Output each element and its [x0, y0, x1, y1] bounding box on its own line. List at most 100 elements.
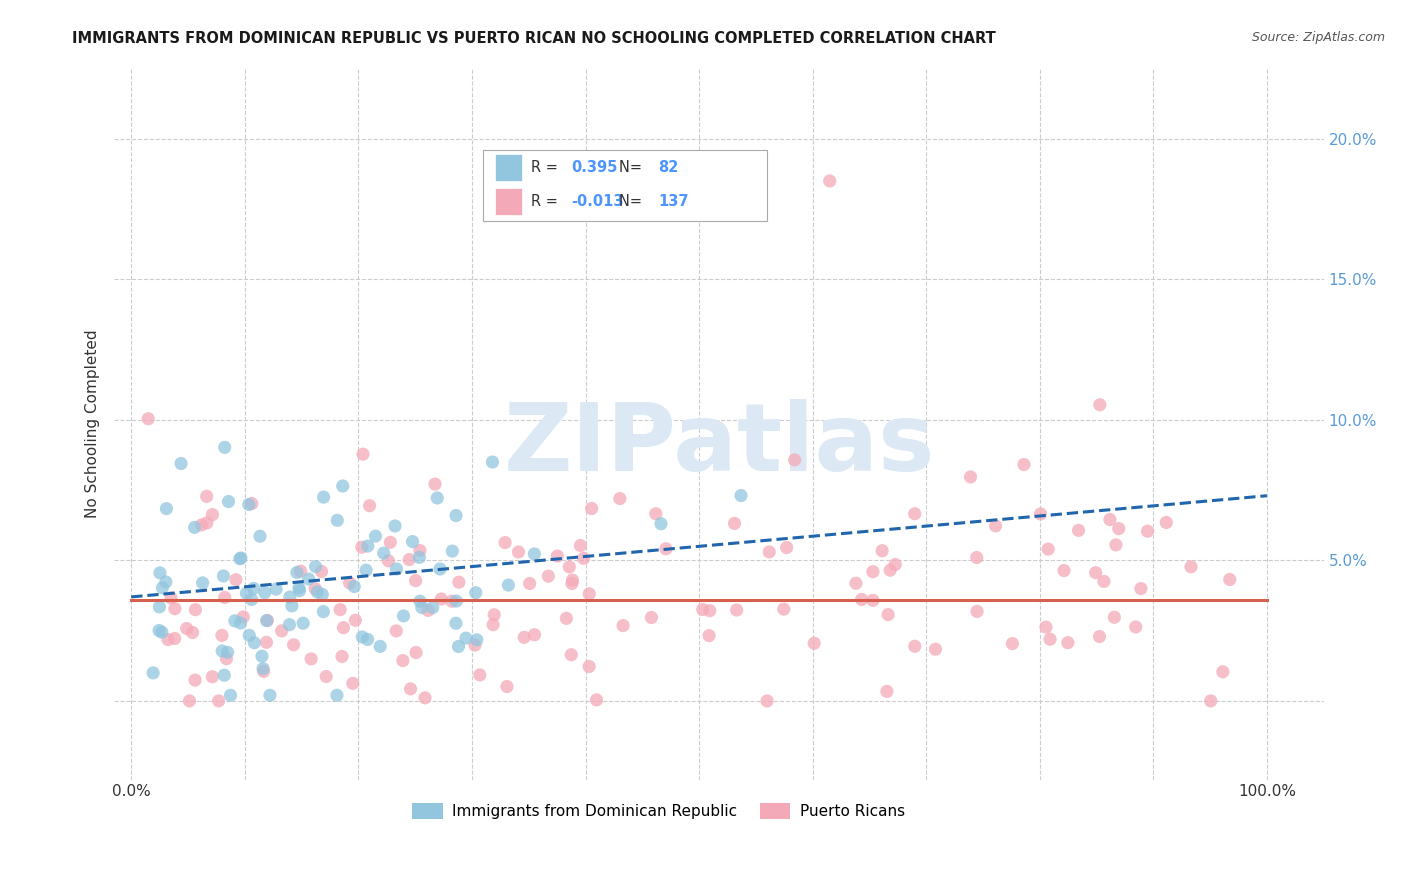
Point — [484, 607, 506, 622]
Point — [311, 587, 333, 601]
Point — [879, 563, 901, 577]
Point — [352, 630, 374, 644]
Point — [1029, 507, 1052, 521]
Point — [1199, 694, 1222, 708]
Point — [242, 582, 264, 596]
Point — [725, 603, 748, 617]
Point — [1088, 398, 1111, 412]
Point — [572, 551, 595, 566]
Point — [418, 603, 440, 617]
Point — [447, 575, 470, 590]
Text: N=: N= — [619, 194, 647, 209]
Point — [398, 552, 420, 566]
Point — [561, 576, 583, 591]
Point — [558, 560, 581, 574]
Point — [304, 559, 326, 574]
Point — [229, 551, 252, 566]
Point — [411, 600, 433, 615]
Point — [304, 582, 326, 596]
Point — [256, 614, 278, 628]
Point — [299, 652, 322, 666]
Point — [877, 607, 900, 622]
Point — [326, 513, 349, 527]
Point — [655, 541, 678, 556]
Point — [446, 594, 468, 608]
Point — [1105, 538, 1128, 552]
Point — [150, 625, 173, 640]
Point — [377, 554, 399, 568]
Point — [211, 644, 233, 658]
Point — [332, 479, 354, 493]
Point — [332, 621, 354, 635]
Point — [264, 582, 287, 596]
Point — [585, 693, 607, 707]
Point — [252, 662, 274, 676]
FancyBboxPatch shape — [495, 153, 522, 181]
Point — [494, 535, 516, 549]
Point — [468, 668, 491, 682]
Point — [243, 635, 266, 649]
Point — [152, 581, 174, 595]
Point — [405, 646, 427, 660]
Point — [156, 632, 179, 647]
Point — [465, 632, 488, 647]
Point — [225, 573, 247, 587]
Point — [392, 609, 415, 624]
Point — [650, 516, 672, 531]
Point — [408, 550, 430, 565]
Point — [214, 441, 236, 455]
Point — [454, 631, 477, 645]
Legend: Immigrants from Dominican Republic, Puerto Ricans: Immigrants from Dominican Republic, Puer… — [406, 797, 911, 825]
Point — [644, 507, 666, 521]
Point — [163, 632, 186, 646]
Point — [959, 470, 981, 484]
Point — [356, 632, 378, 647]
Point — [170, 457, 193, 471]
Point — [285, 566, 308, 580]
Point — [723, 516, 745, 531]
Point — [339, 575, 361, 590]
Point — [966, 604, 988, 618]
Point — [447, 640, 470, 654]
Point — [364, 529, 387, 543]
Point — [312, 490, 335, 504]
Point — [278, 617, 301, 632]
Point — [409, 594, 432, 608]
Point — [208, 694, 231, 708]
Point — [201, 508, 224, 522]
Point — [344, 613, 367, 627]
Point — [298, 572, 321, 586]
Point — [481, 455, 503, 469]
Point — [290, 564, 312, 578]
Point — [350, 540, 373, 554]
Point — [229, 615, 252, 630]
Point — [250, 649, 273, 664]
Point — [176, 622, 198, 636]
Point — [142, 665, 165, 680]
Point — [966, 550, 988, 565]
Point — [214, 591, 236, 605]
Point — [776, 541, 799, 555]
Point — [217, 645, 239, 659]
Point — [440, 594, 463, 608]
Point — [183, 520, 205, 534]
Point — [229, 551, 252, 566]
Point — [160, 591, 183, 605]
Point — [184, 673, 207, 687]
Point — [232, 610, 254, 624]
Text: R =: R = — [531, 160, 562, 175]
Point — [1156, 516, 1178, 530]
Text: ZIPatlas: ZIPatlas — [503, 400, 935, 491]
Point — [201, 670, 224, 684]
Point — [259, 688, 281, 702]
Point — [195, 516, 218, 530]
Point — [1039, 632, 1062, 647]
Point — [523, 547, 546, 561]
Point — [253, 665, 276, 679]
Point — [422, 600, 444, 615]
Point — [730, 489, 752, 503]
Point — [924, 642, 946, 657]
Point — [253, 585, 276, 599]
Point — [342, 676, 364, 690]
Point — [464, 585, 486, 599]
